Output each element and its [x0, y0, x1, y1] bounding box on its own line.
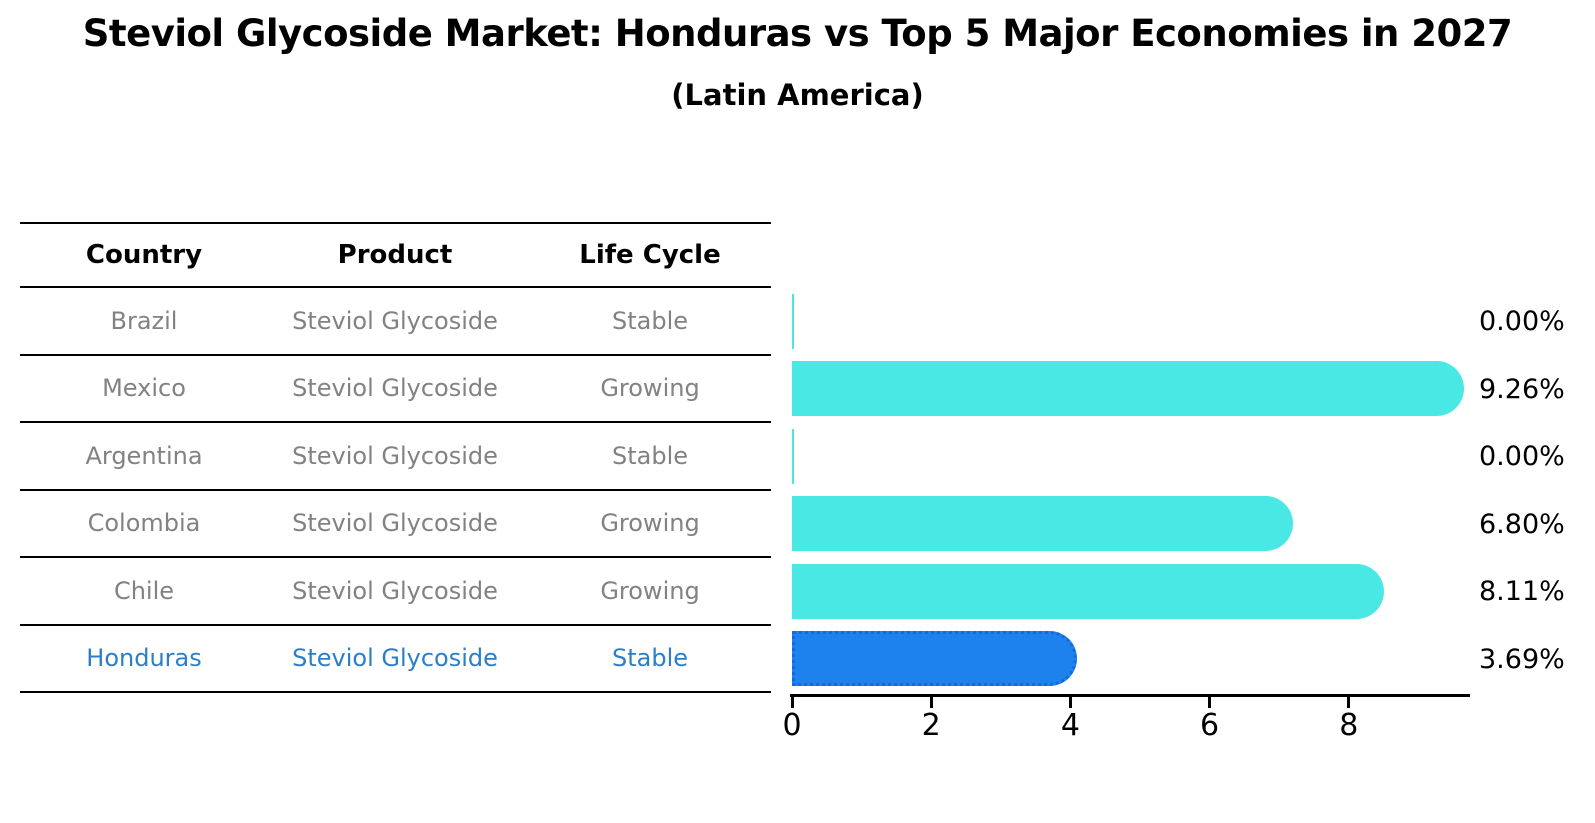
bar-brazil [792, 293, 794, 349]
table-row: Brazil Steviol Glycoside Stable [20, 288, 771, 356]
cell-product: Steviol Glycoside [292, 576, 498, 605]
table-row: Chile Steviol Glycoside Growing [20, 558, 771, 626]
cell-product: Steviol Glycoside [292, 509, 498, 538]
table-row: Mexico Steviol Glycoside Growing [20, 356, 771, 423]
cell-country: Argentina [85, 441, 203, 470]
cell-product: Steviol Glycoside [292, 374, 498, 403]
x-tick-mark [929, 694, 933, 708]
cell-lifecycle: Growing [600, 374, 700, 403]
bar-highlight-honduras [792, 631, 1077, 686]
cell-product: Steviol Glycoside [292, 441, 498, 470]
bar-value-label: 6.80% [1479, 508, 1565, 540]
column-header-product: Product [337, 240, 453, 270]
bar-colombia [792, 496, 1294, 551]
bar-mexico [792, 361, 1465, 416]
bar-value-label: 3.69% [1479, 643, 1565, 675]
table-body: Brazil Steviol Glycoside Stable Mexico Stevi… [20, 288, 771, 693]
bar-value-label: 9.26% [1479, 373, 1565, 405]
bar-argentina [792, 428, 794, 484]
cell-lifecycle: Stable [611, 441, 689, 470]
cell-country: Brazil [110, 306, 178, 335]
cell-country: Mexico [102, 374, 186, 403]
cell-lifecycle: Stable [611, 306, 689, 335]
x-tick-mark [1068, 694, 1072, 708]
cell-country: Honduras [86, 644, 202, 673]
country-comparison-table: Country Product Life Cycle Brazil Steviol… [20, 222, 771, 693]
table-header-row: Country Product Life Cycle [20, 222, 771, 288]
table-row: Argentina Steviol Glycoside Stable [20, 423, 771, 491]
bar-value-label: 8.11% [1479, 576, 1565, 608]
cell-product: Steviol Glycoside [292, 644, 498, 673]
x-tick-mark [790, 694, 794, 708]
x-tick-mark [1208, 694, 1212, 708]
column-header-country: Country [85, 240, 203, 270]
cell-country: Chile [113, 576, 175, 605]
x-tick-label: 6 [1200, 708, 1220, 743]
table-row: Honduras Steviol Glycoside Stable [20, 626, 771, 693]
table-row: Colombia Steviol Glycoside Growing [20, 491, 771, 558]
cell-lifecycle: Stable [611, 644, 689, 673]
cell-country: Colombia [87, 509, 201, 538]
chart-title: Steviol Glycoside Market: Honduras vs To… [82, 12, 1513, 55]
x-tick-label: 8 [1339, 708, 1359, 743]
bar-value-label: 0.00% [1479, 441, 1565, 473]
chart-subtitle: (Latin America) [671, 78, 924, 112]
x-tick-label: 4 [1060, 708, 1080, 743]
cell-lifecycle: Growing [600, 576, 700, 605]
x-tick-label: 2 [921, 708, 941, 743]
bar-value-label: 0.00% [1479, 306, 1565, 338]
x-tick-mark [1347, 694, 1351, 708]
x-tick-label: 0 [782, 708, 802, 743]
cell-product: Steviol Glycoside [292, 306, 498, 335]
cell-lifecycle: Growing [600, 509, 700, 538]
bar-chile [792, 563, 1385, 619]
column-header-lifecycle: Life Cycle [579, 240, 721, 270]
x-axis-line [790, 694, 1470, 697]
